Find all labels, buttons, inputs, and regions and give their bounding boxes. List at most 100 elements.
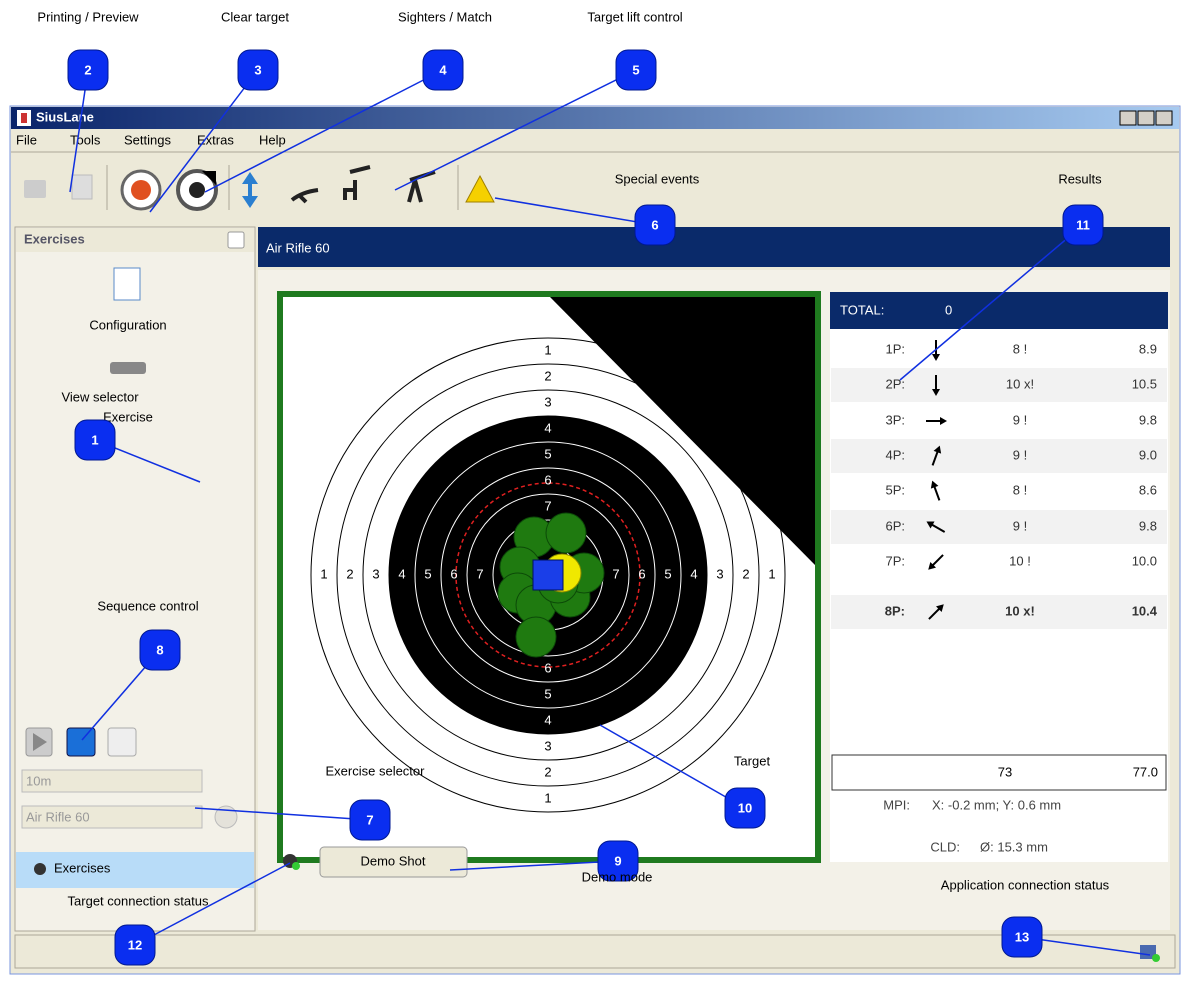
- shot-value: 8.9: [1139, 341, 1157, 356]
- shot-score: 10 !: [1009, 553, 1031, 568]
- callout-number: 3: [254, 62, 261, 77]
- target-status-ok: [292, 862, 300, 870]
- callout-number: 2: [84, 62, 91, 77]
- callout-label: Printing / Preview: [37, 9, 139, 24]
- ring-label: 3: [544, 738, 551, 753]
- tab-label[interactable]: Exercises: [54, 860, 111, 875]
- main-title: Air Rifle 60: [266, 240, 330, 255]
- shot-label: 8P:: [885, 603, 905, 618]
- ring-label: 5: [544, 446, 551, 461]
- ring-label: 2: [346, 566, 353, 581]
- range-value: 10m: [26, 773, 51, 788]
- menu-item[interactable]: File: [16, 132, 37, 147]
- shot-value: 9.0: [1139, 447, 1157, 462]
- ring-label: 6: [638, 566, 645, 581]
- ring-label: 2: [544, 368, 551, 383]
- callout-label: Sighters / Match: [398, 9, 492, 24]
- cld-label: CLD:: [930, 839, 960, 854]
- configuration-icon[interactable]: [114, 268, 140, 300]
- shot-label: 3P:: [885, 412, 905, 427]
- app-icon-figure: [21, 113, 27, 123]
- callout-number: 5: [632, 62, 639, 77]
- ring-label: 5: [664, 566, 671, 581]
- exercise-icon[interactable]: [110, 362, 146, 374]
- callout-number: 7: [366, 812, 373, 827]
- sidebar-tab[interactable]: [16, 852, 254, 888]
- window-buttons[interactable]: [1120, 111, 1172, 125]
- title-bar-gradient: [11, 107, 1179, 129]
- ring-label: 3: [372, 566, 379, 581]
- shot-value: 9.8: [1139, 518, 1157, 533]
- shot-label: 1P:: [885, 341, 905, 356]
- ring-label: 2: [742, 566, 749, 581]
- shot-score: 8 !: [1013, 482, 1027, 497]
- row-bg: [831, 439, 1167, 473]
- screenshot: SiusLane File Tools Settings Extras Help Exe…: [0, 0, 1181, 977]
- callout-number: 6: [651, 217, 658, 232]
- callout-label: Exercise selector: [326, 763, 426, 778]
- collapse-button[interactable]: [228, 232, 244, 248]
- preview-icon[interactable]: [72, 175, 92, 199]
- shot: [516, 617, 556, 657]
- row-bg: [831, 510, 1167, 544]
- ring-label: 5: [544, 686, 551, 701]
- mpi-label: MPI:: [883, 797, 910, 812]
- row-bg: [831, 368, 1167, 402]
- maximize[interactable]: [1138, 111, 1154, 125]
- callout-number: 11: [1076, 217, 1090, 232]
- minimize[interactable]: [1120, 111, 1136, 125]
- ring-label: 6: [544, 660, 551, 675]
- stop-button[interactable]: [67, 728, 95, 756]
- menu-item[interactable]: Extras: [197, 132, 234, 147]
- callout-label: Special events: [615, 171, 700, 186]
- callout-label: Demo mode: [582, 869, 653, 884]
- fullscreen-button[interactable]: [108, 728, 136, 756]
- menu-item[interactable]: Tools: [70, 132, 101, 147]
- close[interactable]: [1156, 111, 1172, 125]
- total-label: TOTAL:: [840, 302, 884, 317]
- ring-label: 1: [768, 566, 775, 581]
- callout-label: Sequence control: [97, 598, 198, 613]
- ring-label: 4: [544, 420, 551, 435]
- ring-label: 7: [544, 498, 551, 513]
- shot-label: 6P:: [885, 518, 905, 533]
- window-title: SiusLane: [36, 109, 94, 124]
- callout-label: View selector: [61, 389, 139, 404]
- callout-number: 1: [91, 432, 98, 447]
- ring-label: 1: [320, 566, 327, 581]
- ring-label: 5: [424, 566, 431, 581]
- menu-item[interactable]: Help: [259, 132, 286, 147]
- tab-icon: [34, 863, 46, 875]
- shot-value: 10.5: [1132, 376, 1157, 391]
- main-header: [258, 227, 1170, 267]
- sidebar-item[interactable]: Configuration: [89, 317, 166, 332]
- sum-score: 73: [998, 764, 1012, 779]
- app-status-ok: [1152, 954, 1160, 962]
- shot-score: 8 !: [1013, 341, 1027, 356]
- callout-number: 10: [738, 800, 752, 815]
- page: SiusLane File Tools Settings Extras Help Exe…: [0, 0, 1181, 982]
- callout-label: Target: [734, 753, 771, 768]
- ring-label: 4: [544, 712, 551, 727]
- ring-label: 7: [476, 566, 483, 581]
- sighters-center: [189, 182, 205, 198]
- shot-label: 4P:: [885, 447, 905, 462]
- demo-button-label[interactable]: Demo Shot: [360, 853, 425, 868]
- menu-item[interactable]: Settings: [124, 132, 171, 147]
- sum-value: 77.0: [1133, 764, 1158, 779]
- ring-label: 4: [690, 566, 697, 581]
- status-bar: [15, 935, 1175, 968]
- callout-number: 4: [439, 62, 447, 77]
- ring-label: 6: [544, 472, 551, 487]
- shot-value: 9.8: [1139, 412, 1157, 427]
- sidebar-title: Exercises: [24, 231, 85, 246]
- exercise-value: Air Rifle 60: [26, 809, 90, 824]
- shot-value: 10.0: [1132, 553, 1157, 568]
- ring-label: 7: [612, 566, 619, 581]
- callout-label: Target lift control: [587, 9, 682, 24]
- mpi-value: X: -0.2 mm; Y: 0.6 mm: [932, 797, 1061, 812]
- shot-score: 9 !: [1013, 412, 1027, 427]
- clear-target-center: [131, 180, 151, 200]
- print-icon[interactable]: [24, 180, 46, 198]
- callout-label: Clear target: [221, 9, 289, 24]
